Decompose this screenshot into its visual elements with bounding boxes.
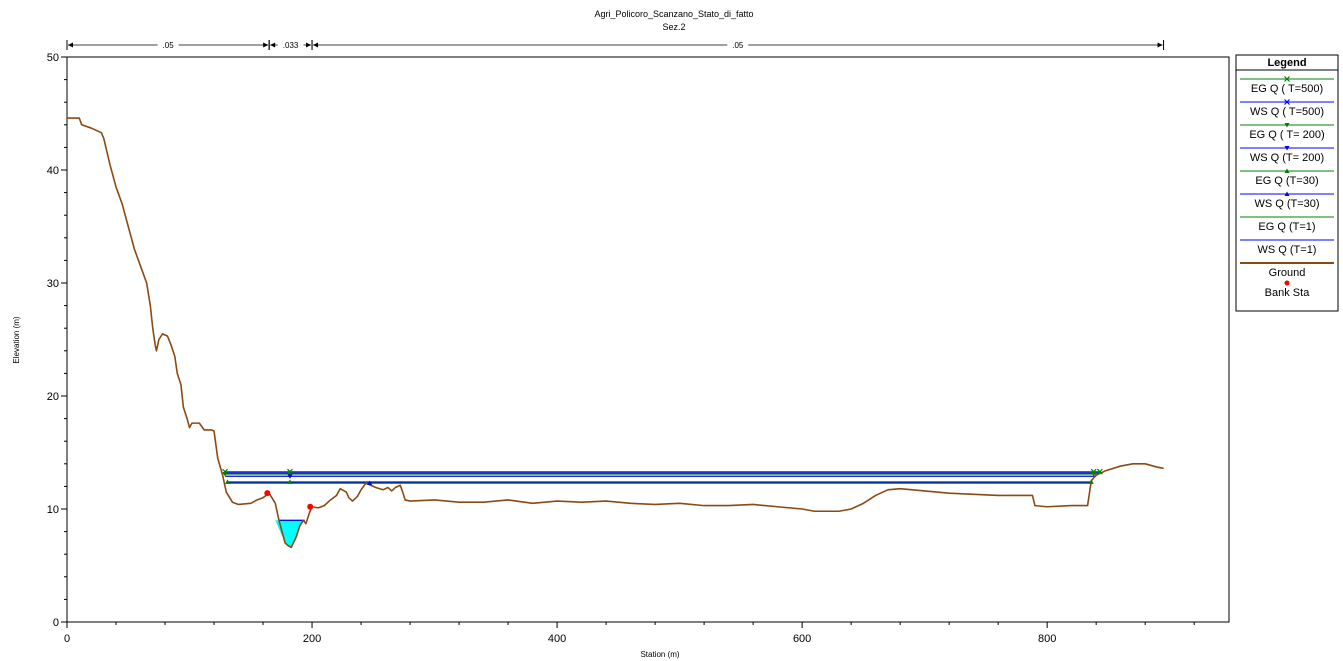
y-tick-label: 20 bbox=[47, 391, 59, 403]
x-tick-label: 400 bbox=[548, 633, 566, 645]
legend-entry-label: WS Q ( T=500) bbox=[1250, 106, 1324, 118]
x-tick-label: 800 bbox=[1038, 633, 1056, 645]
y-tick-label: 50 bbox=[47, 52, 59, 64]
series-marker bbox=[225, 479, 231, 484]
ground-line bbox=[67, 117, 1164, 549]
legend: Legend EG Q ( T=500) WS Q ( T=500) EG Q ( … bbox=[1235, 54, 1339, 312]
bank-station-point bbox=[264, 490, 271, 497]
legend-entry-label: Bank Sta bbox=[1265, 287, 1311, 299]
legend-entry-label: WS Q (T= 200) bbox=[1250, 152, 1324, 164]
y-tick-label: 0 bbox=[53, 617, 59, 629]
manning-label-bg bbox=[727, 40, 749, 50]
plot-marks bbox=[67, 117, 1164, 549]
series-marker bbox=[1096, 468, 1103, 475]
legend-entry-label: EG Q ( T= 200) bbox=[1249, 129, 1324, 141]
legend-entry-label: Ground bbox=[1269, 267, 1306, 279]
legend-entry-label: EG Q (T=30) bbox=[1255, 175, 1318, 187]
manning-values: .05 .033 .05 bbox=[66, 40, 1165, 50]
series-marker bbox=[287, 471, 293, 477]
legend-entry-label: EG Q ( T=500) bbox=[1251, 83, 1323, 95]
series-marker bbox=[222, 471, 228, 477]
manning-label: .033 bbox=[283, 41, 299, 50]
legend-swatch-marker bbox=[1284, 191, 1290, 196]
legend-swatch-marker bbox=[1284, 168, 1290, 173]
series-marker bbox=[1091, 471, 1097, 477]
manning-label-bg bbox=[277, 40, 304, 50]
series-marker bbox=[287, 474, 293, 479]
x-tick-label: 0 bbox=[64, 633, 70, 645]
series-marker bbox=[287, 479, 293, 484]
x-tick-label: 600 bbox=[793, 633, 811, 645]
y-axis: 0 10 20 30 40 50 bbox=[47, 52, 67, 629]
legend-title: Legend bbox=[1267, 57, 1306, 69]
legend-swatch-marker bbox=[1284, 146, 1290, 151]
manning-arrow bbox=[313, 42, 319, 48]
x-tick-label: 200 bbox=[303, 633, 321, 645]
manning-arrow bbox=[306, 42, 312, 48]
y-axis-title: Elevation (m) bbox=[12, 316, 21, 363]
legend-swatch-bank bbox=[1284, 280, 1290, 286]
y-tick-label: 40 bbox=[47, 165, 59, 177]
water-fill-area bbox=[275, 520, 304, 548]
y-tick-label: 10 bbox=[47, 504, 59, 516]
legend-swatch-marker bbox=[1284, 123, 1290, 128]
manning-arrow bbox=[270, 42, 276, 48]
y-tick-label: 30 bbox=[47, 278, 59, 290]
manning-arrow bbox=[263, 42, 269, 48]
x-axis-title: Station (m) bbox=[640, 650, 679, 659]
plot-area bbox=[66, 56, 1230, 623]
manning-label: .05 bbox=[732, 41, 744, 50]
bank-station-point bbox=[307, 503, 314, 510]
manning-label-bg bbox=[157, 40, 179, 50]
chart-subtitle: Sez.2 bbox=[662, 22, 685, 32]
manning-arrow bbox=[68, 42, 73, 48]
legend-swatch-marker bbox=[1284, 76, 1290, 82]
legend-box bbox=[1235, 54, 1339, 312]
series-marker bbox=[1088, 479, 1094, 484]
chart-title: Agri_Policoro_Scanzano_Stato_di_fatto bbox=[594, 9, 753, 19]
manning-label: .05 bbox=[163, 41, 175, 50]
series-marker bbox=[367, 480, 373, 486]
legend-entry-label: WS Q (T=1) bbox=[1258, 244, 1317, 256]
manning-arrow bbox=[1157, 42, 1163, 48]
legend-swatch-marker bbox=[1284, 99, 1290, 105]
x-axis: 0 200 400 600 800 bbox=[64, 622, 1195, 645]
legend-entry-label: EG Q (T=1) bbox=[1258, 221, 1315, 233]
legend-entry-label: WS Q (T=30) bbox=[1254, 198, 1319, 210]
